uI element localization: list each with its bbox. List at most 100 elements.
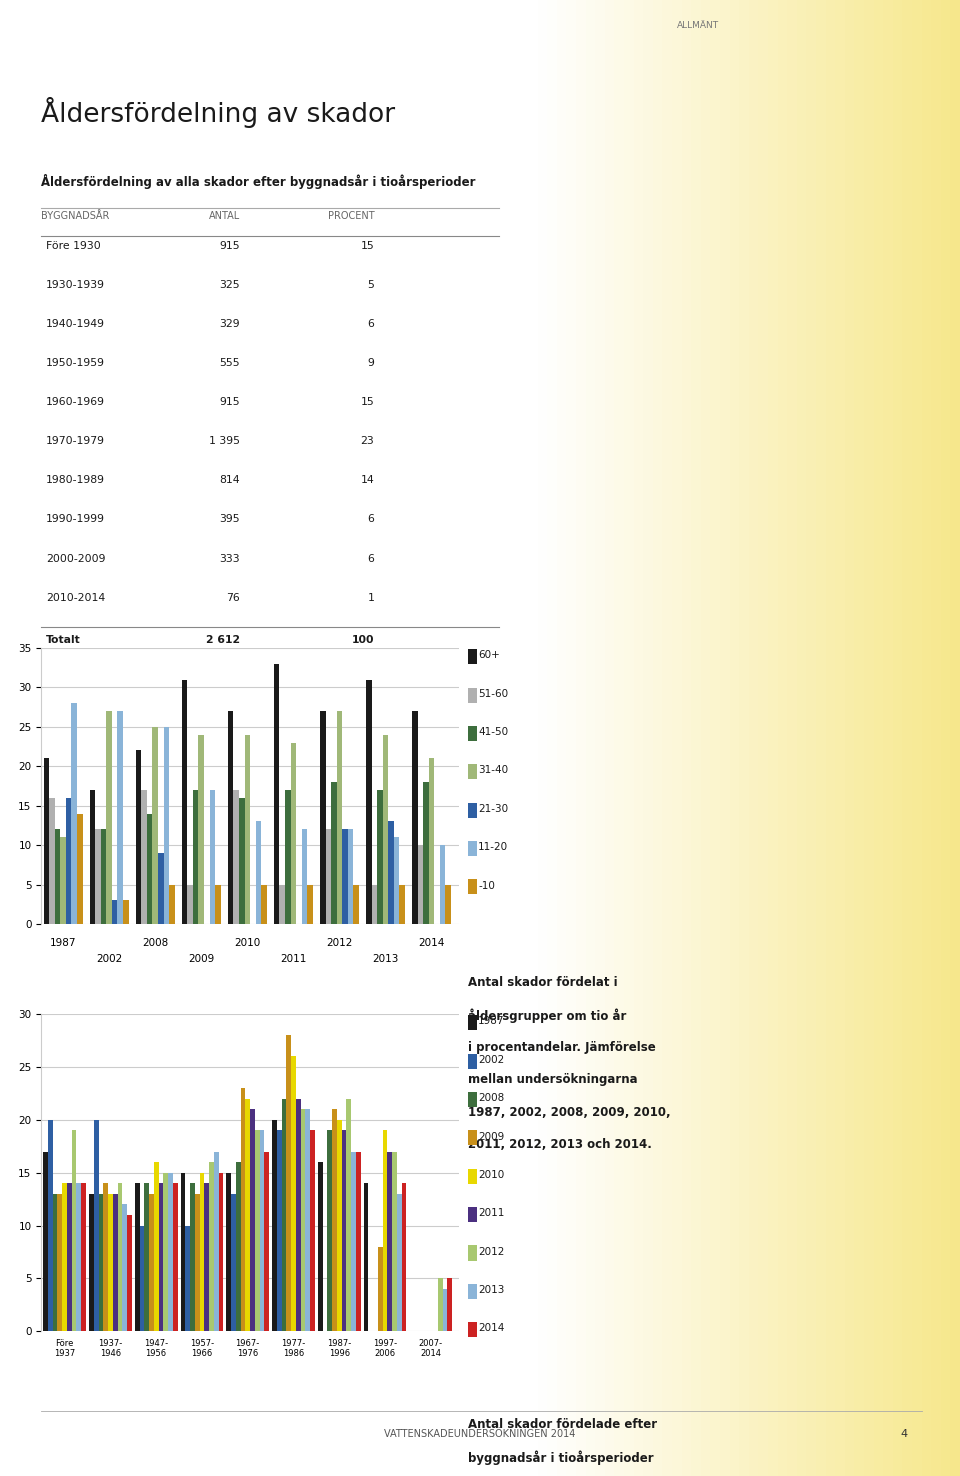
Bar xyxy=(135,750,141,924)
Bar xyxy=(401,1184,406,1331)
Bar xyxy=(127,1215,132,1331)
Bar xyxy=(394,837,399,924)
Bar xyxy=(285,790,291,924)
Bar xyxy=(447,1278,452,1331)
Bar xyxy=(378,1247,383,1331)
Bar xyxy=(153,726,158,924)
Text: 15: 15 xyxy=(361,397,374,407)
Bar xyxy=(107,711,112,924)
Bar xyxy=(112,900,117,924)
Bar xyxy=(254,1131,259,1331)
Bar xyxy=(250,1110,254,1331)
Bar xyxy=(353,884,359,924)
Text: mellan undersökningarna: mellan undersökningarna xyxy=(468,1073,638,1086)
Bar xyxy=(342,1131,347,1331)
Bar xyxy=(209,790,215,924)
Bar xyxy=(245,735,251,924)
Bar xyxy=(99,1194,104,1331)
Text: 814: 814 xyxy=(220,475,240,486)
Bar xyxy=(58,1194,62,1331)
Bar xyxy=(327,1131,332,1331)
Text: Före 1930: Före 1930 xyxy=(46,241,101,251)
Text: 1987, 2002, 2008, 2009, 2010,: 1987, 2002, 2008, 2009, 2010, xyxy=(468,1106,671,1119)
Text: 60+: 60+ xyxy=(478,651,500,660)
Text: 1960-1969: 1960-1969 xyxy=(46,397,105,407)
Text: 41-50: 41-50 xyxy=(478,728,509,737)
Text: 2010: 2010 xyxy=(234,939,260,948)
Bar xyxy=(147,813,153,924)
Text: 325: 325 xyxy=(220,280,240,289)
Bar xyxy=(72,1131,77,1331)
Bar xyxy=(412,711,418,924)
Text: 1970-1979: 1970-1979 xyxy=(46,437,105,446)
Bar xyxy=(158,853,163,924)
Text: byggnadsår i tioårsperioder: byggnadsår i tioårsperioder xyxy=(468,1451,654,1466)
Bar xyxy=(418,846,423,924)
Text: 1950-1959: 1950-1959 xyxy=(46,359,105,368)
Bar xyxy=(399,884,405,924)
Bar xyxy=(89,1194,94,1331)
Text: 2010: 2010 xyxy=(478,1170,505,1179)
Text: Åldersfördelning av alla skador efter byggnadsår i tioårsperioder: Åldersfördelning av alla skador efter by… xyxy=(41,174,476,189)
Bar xyxy=(351,1151,356,1331)
Bar xyxy=(181,679,187,924)
Bar xyxy=(219,1172,224,1331)
Text: 6: 6 xyxy=(368,319,374,329)
Bar xyxy=(423,782,429,924)
Bar xyxy=(117,711,123,924)
Text: 15: 15 xyxy=(361,241,374,251)
Text: BYGGNADSÅR: BYGGNADSÅR xyxy=(41,211,109,221)
Bar xyxy=(377,790,383,924)
Text: 2014: 2014 xyxy=(419,939,444,948)
Text: 21-30: 21-30 xyxy=(478,804,509,813)
Bar xyxy=(123,900,129,924)
Bar xyxy=(82,1184,86,1331)
Text: 1987: 1987 xyxy=(478,1017,505,1026)
Text: 9: 9 xyxy=(368,359,374,368)
Bar xyxy=(396,1194,401,1331)
Bar xyxy=(190,1184,195,1331)
Bar xyxy=(195,1194,200,1331)
Bar xyxy=(307,884,313,924)
Bar xyxy=(77,813,83,924)
Bar xyxy=(356,1151,361,1331)
Text: 1990-1999: 1990-1999 xyxy=(46,515,105,524)
Bar xyxy=(89,790,95,924)
Bar xyxy=(383,1131,388,1331)
Text: 2008: 2008 xyxy=(142,939,168,948)
Bar xyxy=(388,1151,392,1331)
Bar xyxy=(310,1131,315,1331)
Bar xyxy=(141,790,147,924)
Text: 76: 76 xyxy=(227,592,240,602)
Text: 329: 329 xyxy=(220,319,240,329)
Text: 555: 555 xyxy=(220,359,240,368)
Text: 6: 6 xyxy=(368,554,374,564)
Bar xyxy=(48,1120,53,1331)
Text: 14: 14 xyxy=(361,475,374,486)
Text: 1987: 1987 xyxy=(50,939,76,948)
Bar xyxy=(231,1194,236,1331)
Bar xyxy=(281,1098,286,1331)
Bar xyxy=(117,1184,122,1331)
Text: 2009: 2009 xyxy=(478,1132,505,1141)
Bar xyxy=(372,884,377,924)
Bar xyxy=(272,1120,276,1331)
Bar xyxy=(331,782,337,924)
Bar xyxy=(241,1088,246,1331)
Bar xyxy=(95,830,101,924)
Text: 1980-1989: 1980-1989 xyxy=(46,475,105,486)
Bar xyxy=(347,1098,351,1331)
Bar xyxy=(318,1162,323,1331)
Bar xyxy=(264,1151,269,1331)
Bar xyxy=(122,1204,127,1331)
Text: ANTAL: ANTAL xyxy=(208,211,240,221)
Bar xyxy=(71,703,77,924)
Text: 2012: 2012 xyxy=(326,939,352,948)
Bar xyxy=(169,884,175,924)
Text: 100: 100 xyxy=(352,635,374,645)
Bar xyxy=(443,1289,447,1331)
Text: Åldersfördelning av skador: Åldersfördelning av skador xyxy=(41,97,396,128)
Bar xyxy=(112,1194,117,1331)
Text: 2009: 2009 xyxy=(188,953,214,964)
Bar xyxy=(108,1194,112,1331)
